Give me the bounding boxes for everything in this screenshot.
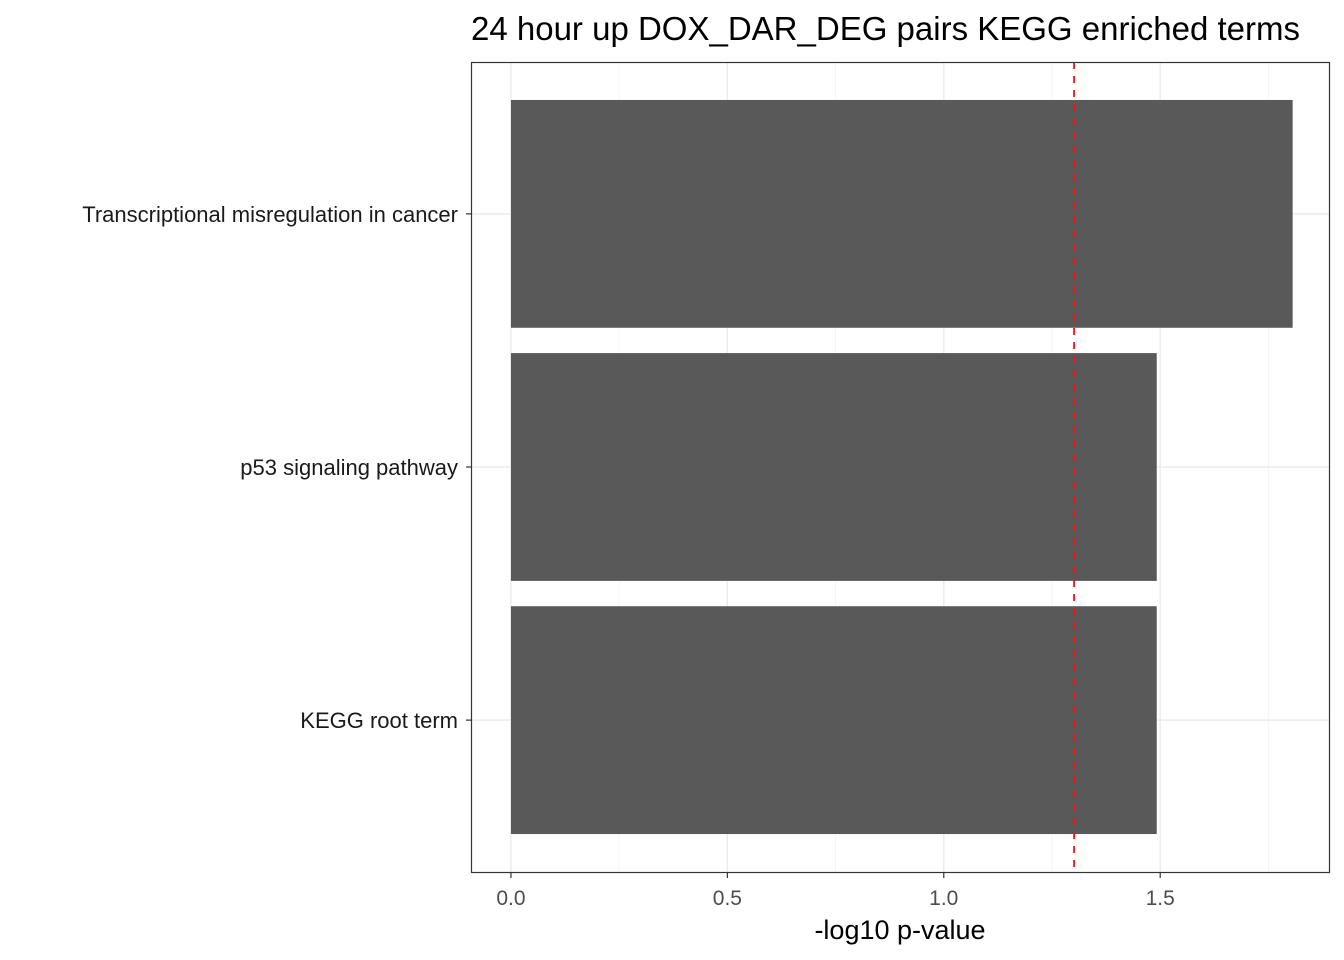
x-tick-label: 1.0 [929,887,958,910]
y-tick-label: Transcriptional misregulation in cancer [82,202,458,227]
y-tick-label: p53 signaling pathway [240,455,458,480]
x-tick-label: 0.5 [713,887,742,910]
y-tick-label: KEGG root term [300,708,458,733]
x-axis-label: -log10 p-value [814,915,985,945]
bar [510,606,1157,835]
bars [510,99,1293,835]
chart-title: 24 hour up DOX_DAR_DEG pairs KEGG enrich… [471,10,1300,47]
y-axis: Transcriptional misregulation in cancer p… [82,202,472,733]
bar [510,353,1157,581]
x-axis: 0.0 0.5 1.0 1.5 [496,872,1175,910]
bar [510,99,1293,328]
x-tick-label: 0.0 [496,887,525,910]
x-tick-label: 1.5 [1146,887,1175,910]
